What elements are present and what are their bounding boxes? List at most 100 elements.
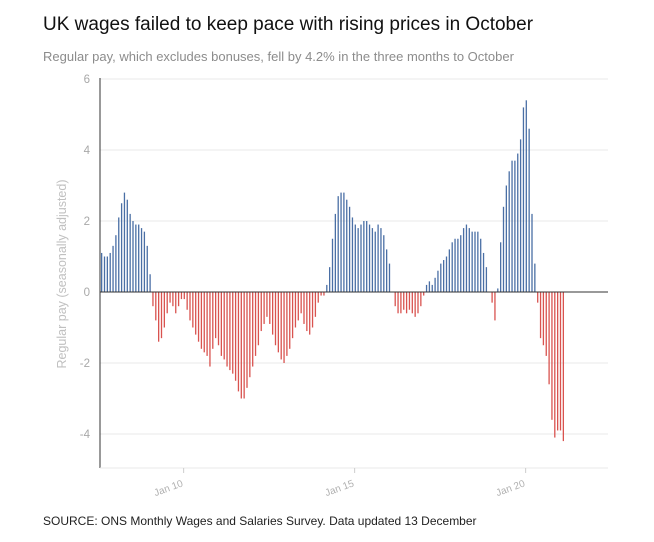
bar	[237, 292, 240, 392]
bar	[371, 228, 374, 292]
bar	[106, 256, 108, 292]
bar	[465, 224, 468, 292]
bar	[266, 292, 268, 317]
bar	[192, 292, 194, 328]
bar	[180, 292, 183, 300]
bar	[220, 292, 222, 356]
bar	[186, 292, 188, 310]
bar	[537, 292, 539, 303]
bar	[494, 292, 496, 321]
bar	[283, 292, 285, 363]
bar	[232, 292, 234, 374]
bar	[195, 292, 197, 335]
y-axis-label: Regular pay (seasonally adjusted)	[55, 180, 69, 369]
bar	[346, 199, 348, 292]
bar	[129, 213, 131, 292]
bar	[223, 292, 225, 360]
bar	[294, 292, 297, 328]
bar	[280, 292, 282, 360]
bar	[548, 292, 550, 385]
y-tick-label: 2	[84, 216, 90, 228]
bar	[329, 267, 331, 292]
bar	[334, 213, 336, 292]
bar	[431, 284, 433, 292]
bar	[309, 292, 311, 335]
bar	[551, 292, 553, 420]
bar	[497, 288, 499, 292]
bar	[320, 292, 322, 296]
source-note: SOURCE: ONS Monthly Wages and Salaries S…	[43, 514, 477, 528]
bar	[482, 252, 485, 292]
bar	[166, 292, 168, 314]
bar	[326, 284, 328, 292]
bar	[500, 242, 502, 292]
bar	[112, 245, 114, 292]
bar	[311, 292, 314, 328]
chart-title: UK wages failed to keep pace with rising…	[43, 14, 534, 35]
bar	[374, 231, 376, 292]
bar	[123, 192, 126, 292]
bar	[397, 292, 399, 314]
bar	[226, 292, 228, 367]
bar	[243, 292, 245, 399]
bar	[508, 171, 510, 292]
bar	[260, 292, 262, 332]
bar	[317, 292, 319, 303]
bar	[417, 292, 419, 314]
bar	[366, 221, 368, 292]
bar	[277, 292, 279, 353]
y-tick-label: 6	[84, 74, 90, 86]
bar	[118, 217, 120, 292]
bar	[414, 292, 416, 317]
y-tick-label: 0	[84, 287, 90, 299]
bar	[249, 292, 251, 378]
bar	[274, 292, 277, 346]
bar	[323, 292, 325, 296]
bar	[263, 292, 265, 324]
bar	[152, 292, 154, 307]
bar	[240, 292, 242, 399]
bar	[514, 160, 516, 292]
bar	[360, 224, 362, 292]
bar	[443, 260, 445, 292]
bar	[286, 292, 288, 356]
bar	[138, 224, 140, 292]
bar	[340, 192, 342, 292]
y-tick-label: -4	[80, 429, 91, 441]
bar	[120, 203, 123, 292]
bar	[440, 263, 442, 292]
x-tick-label: Jan 20	[495, 478, 527, 499]
bar	[420, 292, 422, 307]
bar	[363, 221, 365, 292]
bar	[485, 267, 488, 292]
bar	[428, 281, 431, 292]
bar	[254, 292, 257, 356]
x-axis-ticks: Jan 10 Jan 15 Jan 20	[153, 468, 527, 499]
bar	[354, 224, 356, 292]
bar	[457, 238, 459, 292]
bar	[534, 263, 536, 292]
bar	[351, 217, 354, 292]
bar	[480, 238, 482, 292]
bar	[206, 292, 208, 356]
bar	[388, 263, 391, 292]
bar	[525, 100, 527, 292]
bar	[126, 199, 128, 292]
bar	[331, 238, 334, 292]
bar	[348, 206, 351, 292]
bar	[306, 292, 308, 332]
bar	[357, 228, 359, 292]
bar	[519, 139, 522, 292]
bar	[149, 274, 151, 292]
bar	[300, 292, 302, 314]
bar	[257, 292, 260, 346]
bar	[103, 256, 106, 292]
bar	[272, 292, 274, 335]
bar	[528, 128, 530, 292]
bar	[474, 231, 476, 292]
bar	[109, 252, 111, 292]
bar	[545, 292, 547, 356]
bar	[135, 224, 137, 292]
bar	[423, 292, 425, 296]
